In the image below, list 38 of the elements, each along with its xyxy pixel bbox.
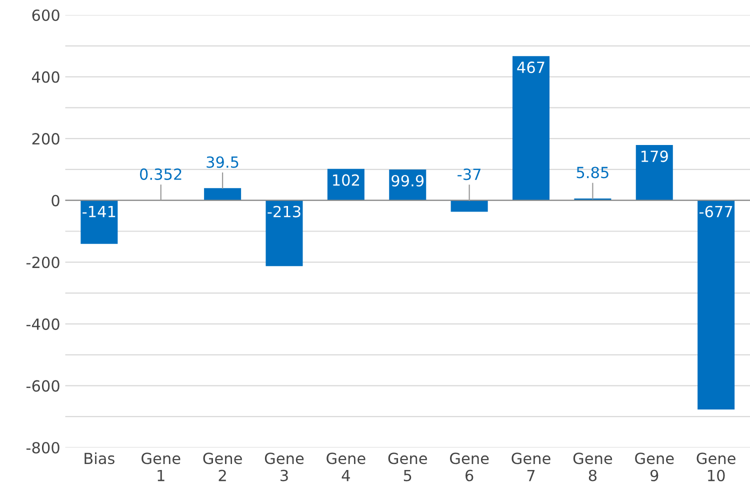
bar [80,200,118,244]
bar [636,145,673,200]
y-tick-label: 600 [32,9,60,22]
x-tick-label: Gene 2 [203,452,242,482]
data-label: -141 [82,206,116,218]
x-tick-label: Gene 8 [573,452,612,482]
y-tick-label: -600 [26,380,60,392]
y-tick-label: 200 [32,133,60,145]
x-tick-label: Bias [84,452,114,464]
x-tick-label: Gene 4 [326,452,366,482]
data-label: 5.85 [576,166,608,178]
y-tick-label: -200 [26,256,60,268]
y-tick-label: 0 [52,194,60,206]
y-tick-label: -400 [26,318,60,330]
bar [512,56,550,200]
data-label: 102 [333,174,359,186]
data-label: 467 [517,62,544,74]
data-label: -37 [458,168,480,180]
x-tick-label: Gene 6 [450,452,489,482]
data-label: -677 [699,206,732,218]
data-label: 99.9 [392,174,424,187]
x-tick-label: Gene 5 [388,452,427,482]
data-label: 179 [641,150,668,162]
bar [327,168,364,200]
bar [266,200,303,266]
x-tick-label: Gene 3 [264,452,304,482]
bar [204,188,242,200]
x-tick-label: Gene 9 [635,452,674,482]
y-tick-label: -800 [26,442,60,454]
data-label: 39.5 [206,156,238,168]
bar [698,200,735,410]
x-tick-label: Gene 1 [142,452,180,482]
bar [450,200,488,212]
y-tick-label: 400 [32,71,60,83]
data-label: -213 [268,206,300,218]
x-tick-label: Gene 10 [696,452,736,482]
data-label: 0.352 [140,168,182,180]
x-tick-label: Gene 7 [512,452,550,482]
